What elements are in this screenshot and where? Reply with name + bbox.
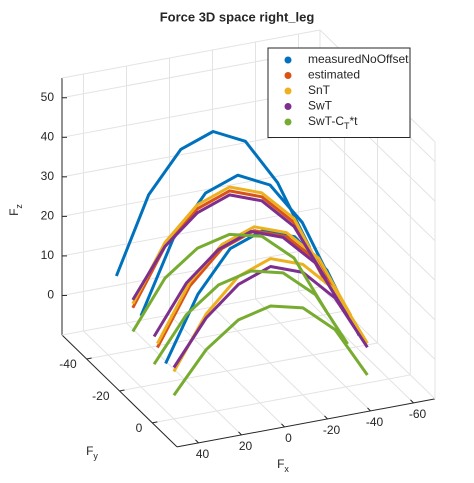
- z-tick-label: 10: [41, 248, 55, 262]
- grid-layer: [61, 29, 436, 448]
- legend-box: [267, 47, 411, 138]
- grid-line: [119, 342, 378, 392]
- x-tick: [238, 431, 242, 436]
- legend-marker: [284, 118, 292, 126]
- label-layer: 0 10 20 30 40 50 -60 -40 -20 0 20 40 -40 -20 0 Fx Fy Fz: [7, 90, 426, 474]
- x-tick-label: 40: [196, 447, 210, 461]
- legend-marker: [284, 103, 292, 110]
- data-curve: [156, 225, 353, 345]
- legend-marker: [284, 87, 292, 95]
- grid-line: [61, 207, 321, 257]
- axis-edge: [61, 334, 178, 448]
- z-tick-label: 50: [41, 90, 55, 104]
- legend-label: estimated: [308, 68, 360, 82]
- legend-label: measuredNoOffset: [308, 52, 409, 66]
- x-tick-label: -60: [409, 407, 427, 421]
- data-curve: [131, 232, 328, 333]
- legend-label: SwT-CT*t: [308, 114, 358, 131]
- grid-line: [86, 310, 345, 360]
- x-tick: [281, 423, 285, 428]
- x-tick: [195, 439, 199, 444]
- y-tick: [86, 357, 92, 360]
- data-layer: [115, 130, 369, 397]
- grid-line: [152, 374, 411, 424]
- chart-title: Force 3D space right_leg: [160, 9, 315, 24]
- x-tick-label: -40: [366, 415, 384, 429]
- x-tick-label: -20: [323, 423, 341, 437]
- x-tick: [324, 415, 328, 420]
- y-tick: [152, 421, 158, 424]
- z-tick-label: 40: [41, 129, 55, 143]
- x-tick-label: 20: [239, 439, 253, 453]
- data-curve: [172, 257, 369, 373]
- axis-edge: [61, 29, 321, 79]
- data-curve: [131, 193, 328, 301]
- data-curve: [172, 265, 369, 369]
- x-tick: [367, 407, 371, 412]
- z-axis-label: Fz: [7, 204, 24, 216]
- z-tick-label: 30: [41, 169, 55, 183]
- legend-marker: [284, 72, 292, 79]
- y-axis-label: Fy: [86, 444, 98, 461]
- data-curve: [152, 269, 349, 366]
- axis-edge: [176, 398, 436, 448]
- y-tick: [119, 389, 125, 392]
- y-tick-label: 0: [136, 421, 143, 435]
- x-axis-label: Fx: [277, 457, 289, 474]
- y-tick-label: -40: [59, 357, 77, 371]
- data-curve: [152, 230, 349, 338]
- legend-label: SwT: [308, 99, 333, 113]
- x-tick: [410, 399, 414, 404]
- z-tick-label: 0: [47, 288, 54, 302]
- z-tick-label: 20: [41, 209, 55, 223]
- grid-line: [61, 246, 321, 296]
- y-tick-label: -20: [92, 389, 110, 403]
- legend-label: SnT: [308, 83, 331, 97]
- data-curve: [131, 185, 328, 305]
- data-curve: [172, 304, 369, 397]
- x-tick-label: 0: [285, 431, 292, 445]
- data-curve: [115, 130, 312, 277]
- legend-marker: [284, 56, 292, 64]
- grid-line: [61, 167, 321, 217]
